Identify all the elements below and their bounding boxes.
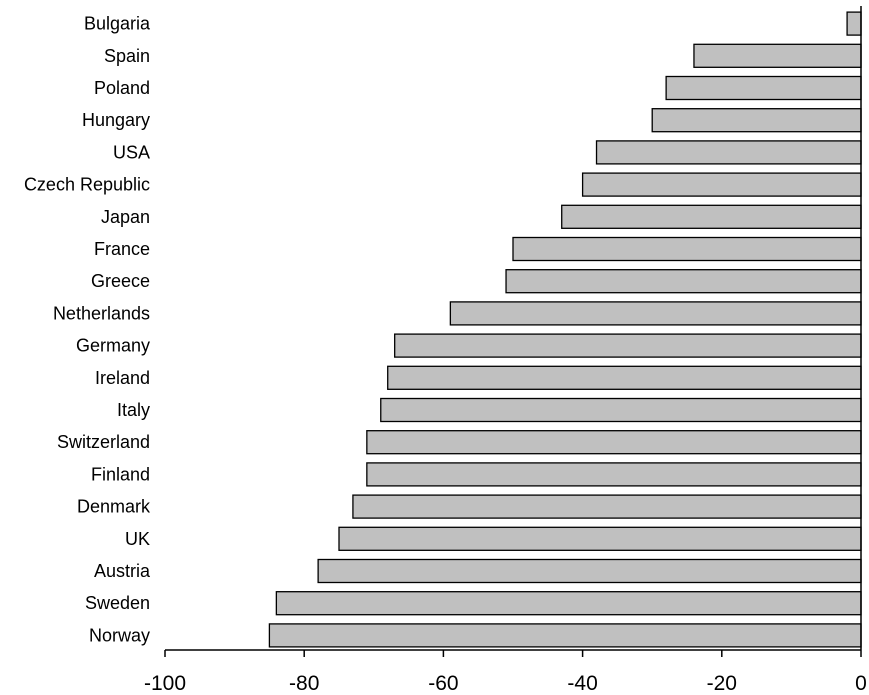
category-label: Switzerland — [57, 432, 150, 452]
category-label: Germany — [76, 336, 150, 356]
bar-hungary — [651, 108, 862, 133]
bar-norway — [268, 623, 862, 648]
category-label: Denmark — [77, 497, 151, 517]
category-label: Netherlands — [53, 303, 150, 323]
bar-japan — [561, 204, 862, 229]
bar-greece — [505, 269, 862, 294]
category-label: UK — [125, 529, 150, 549]
category-label: Italy — [117, 400, 150, 420]
bars-group — [268, 11, 862, 648]
bar-france — [512, 236, 862, 262]
x-tick-label: -80 — [289, 672, 319, 695]
category-label: USA — [113, 142, 150, 162]
x-tick-label: -40 — [567, 672, 597, 695]
x-tick-label: -100 — [144, 672, 186, 695]
bar-austria — [317, 558, 862, 584]
category-label: Hungary — [82, 110, 150, 130]
bar-ireland — [387, 365, 862, 390]
bar-czech-republic — [581, 172, 862, 197]
bar-switzerland — [366, 430, 862, 455]
category-label: Austria — [94, 561, 151, 581]
category-label: Japan — [101, 207, 150, 227]
bar-usa — [595, 140, 862, 165]
bar-italy — [380, 397, 862, 423]
category-label: Czech Republic — [24, 175, 150, 195]
bar-spain — [693, 43, 862, 68]
bar-denmark — [352, 494, 862, 519]
category-label: Bulgaria — [84, 14, 151, 34]
category-label: Norway — [89, 625, 150, 645]
category-label: Sweden — [85, 593, 150, 613]
x-tick-label: 0 — [855, 672, 867, 695]
category-label: Ireland — [95, 368, 150, 388]
bar-bulgaria — [846, 11, 862, 36]
category-label: France — [94, 239, 150, 259]
bar-finland — [366, 462, 862, 487]
bar-netherlands — [449, 301, 862, 326]
bar-germany — [394, 333, 862, 358]
bar-uk — [338, 526, 862, 551]
category-label: Finland — [91, 464, 150, 484]
category-label: Spain — [104, 46, 150, 66]
category-label: Greece — [91, 271, 150, 291]
category-label: Poland — [94, 78, 150, 98]
x-axis-ticks: -100 -80 -60 -40 -20 0 — [144, 650, 867, 695]
x-tick-label: -60 — [428, 672, 458, 695]
bar-sweden — [275, 591, 862, 616]
x-tick-label: -20 — [707, 672, 737, 695]
bar-poland — [665, 75, 862, 101]
category-labels: Bulgaria Spain Poland Hungary USA Czech Repub… — [24, 14, 151, 646]
